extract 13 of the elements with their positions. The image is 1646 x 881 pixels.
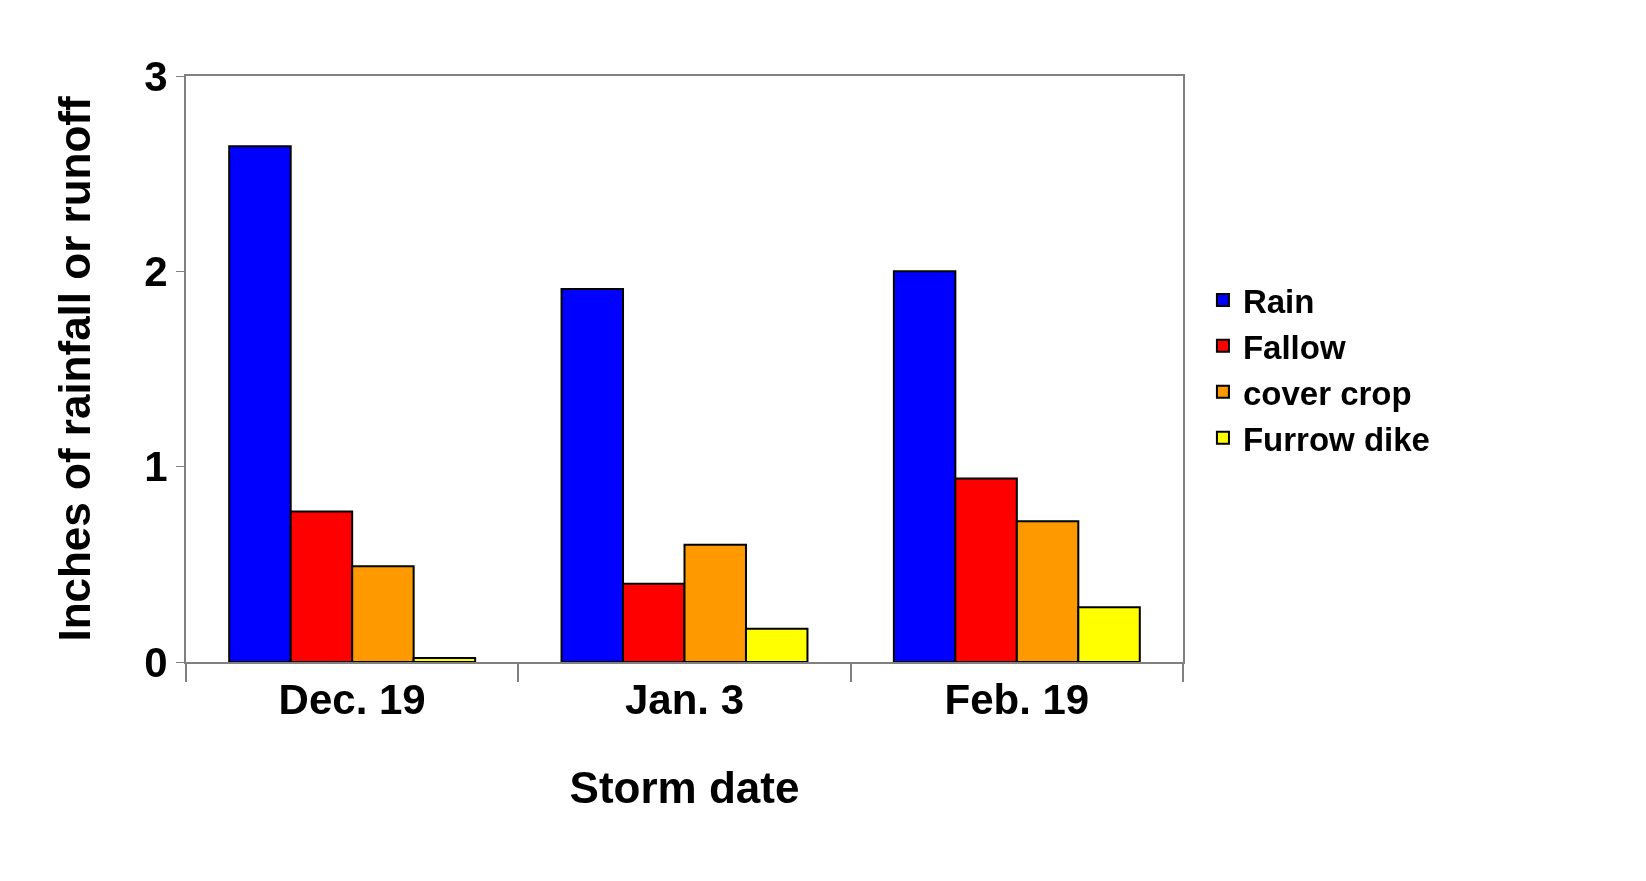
legend-label: Furrow dike	[1242, 420, 1430, 458]
y-tick-label: 2	[144, 248, 168, 296]
x-tick-label: Dec. 19	[278, 676, 426, 724]
legend-label: cover crop	[1242, 374, 1412, 412]
y-axis-title: Inches of rainfall or runoff	[49, 96, 99, 642]
y-tick-label: 1	[144, 443, 168, 491]
legend-label: Fallow	[1242, 328, 1346, 366]
y-tick-label: 0	[144, 638, 168, 686]
x-axis-title: Storm date	[569, 763, 800, 813]
x-tick-label: Feb. 19	[944, 676, 1090, 724]
y-tick-label: 3	[144, 52, 168, 100]
x-tick-label: Jan. 3	[624, 676, 745, 724]
legend-label: Rain	[1242, 282, 1315, 320]
